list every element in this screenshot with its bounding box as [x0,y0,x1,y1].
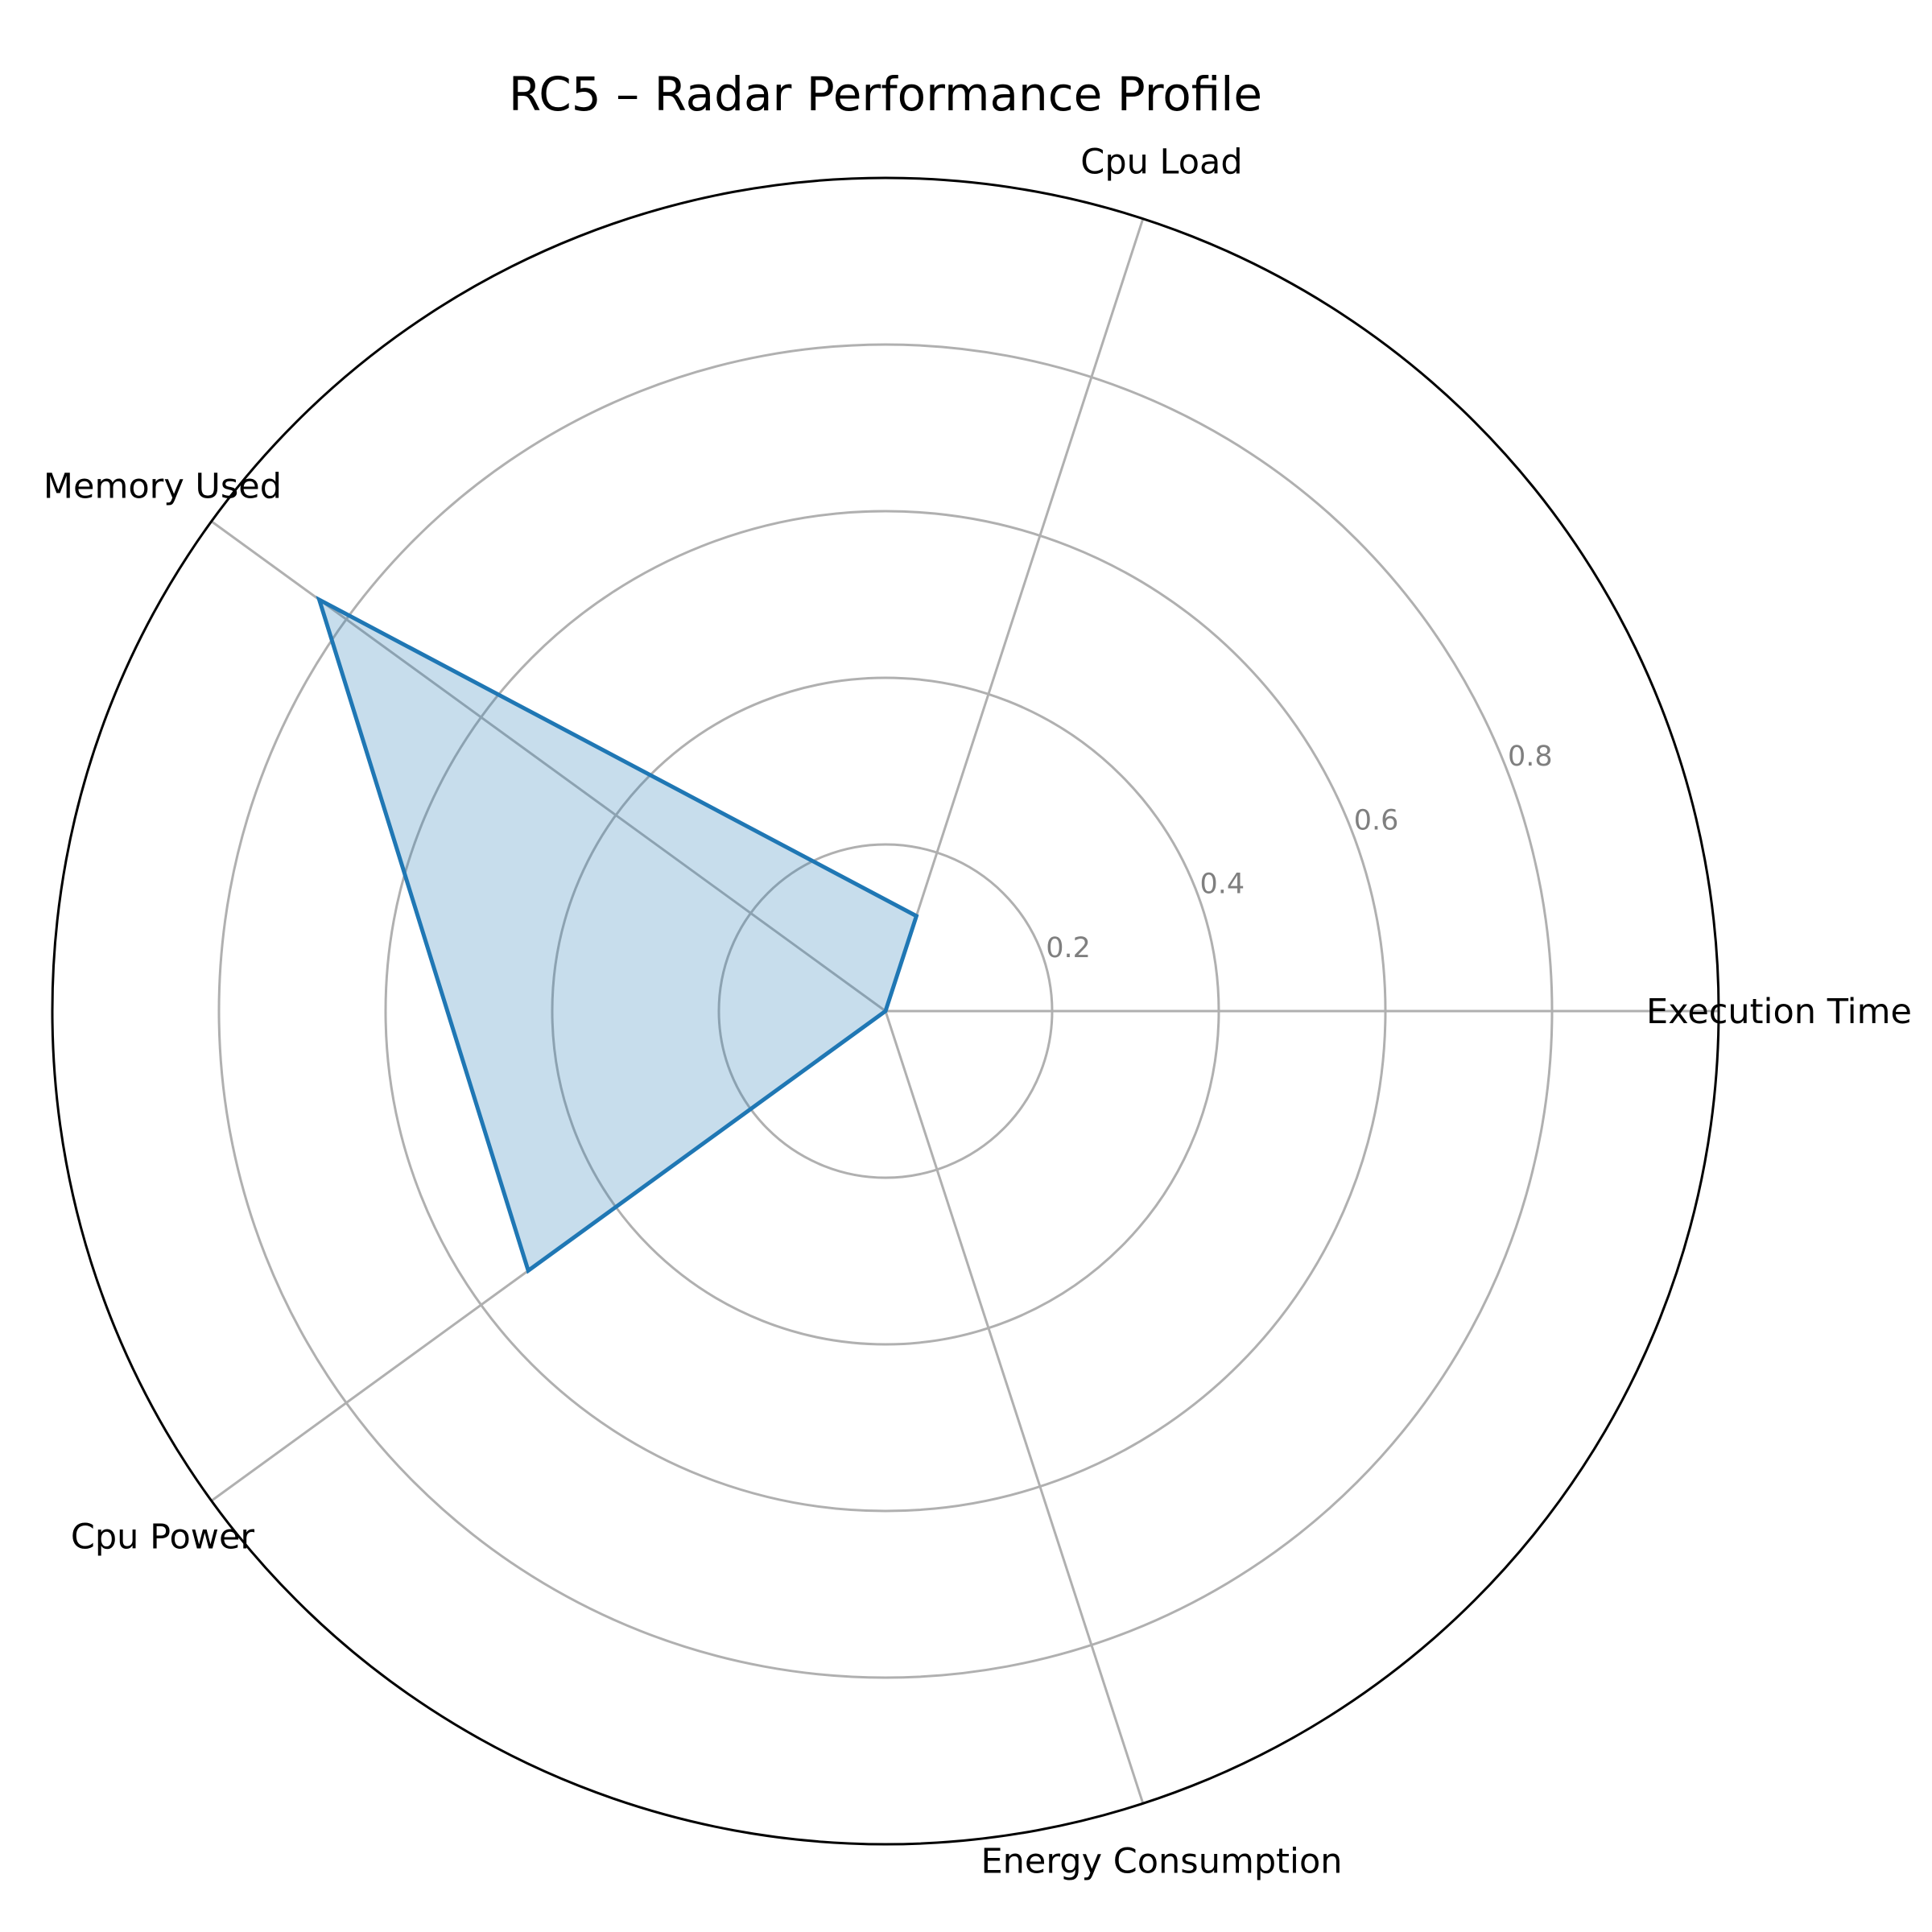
axis-label: Execution Time [1646,992,1912,1032]
series-line [316,595,919,1274]
r-tick-label: 0.8 [1508,741,1553,773]
outer-frame [51,176,1720,1846]
chart-title: RC5 – Radar Performance Profile [509,67,1262,122]
series-area [319,600,917,1271]
axis-label: Memory Used [43,467,282,507]
axis-label: Cpu Load [1080,142,1242,182]
axis-label: Cpu Power [71,1517,255,1557]
r-tick-label: 0.4 [1199,869,1245,901]
spoke-2 [884,218,1145,1012]
r-tick-label: 0.6 [1354,804,1399,836]
axis-label: Energy Consumption [981,1842,1343,1882]
spoke-5 [884,1010,1145,1804]
data-layer [316,595,919,1274]
r-tick-label: 0.2 [1046,932,1091,964]
label-layer: 0.2 0.4 0.6 0.8 Execution Time Cpu Load Memory… [43,142,1912,1881]
